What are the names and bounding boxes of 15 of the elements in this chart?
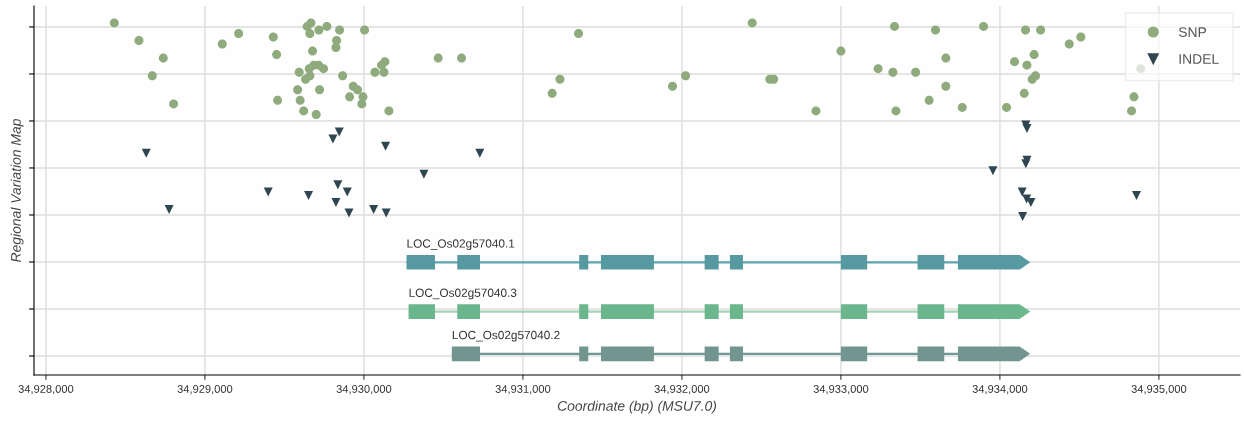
series-label: LOC_Os02g57040.3 [409, 288, 517, 300]
legend-label: SNP [1178, 27, 1207, 38]
y-axis-title: Regional Variation Map [10, 119, 24, 262]
x-axis-title: Coordinate (bp) (MSU7.0) [557, 400, 717, 414]
x-tick-label: 34,931,000 [495, 385, 551, 395]
x-tick-label: 34,932,000 [654, 385, 710, 395]
x-tick-label: 34,934,000 [972, 385, 1028, 395]
x-tick-label: 34,935,000 [1131, 385, 1187, 395]
x-tick-label: 34,928,000 [18, 385, 74, 395]
x-tick-label: 34,933,000 [813, 385, 869, 395]
x-tick-label: 34,930,000 [336, 385, 392, 395]
x-tick-label: 34,929,000 [177, 385, 233, 395]
series-label: LOC_Os02g57040.1 [407, 239, 515, 250]
series-label: LOC_Os02g57040.2 [452, 330, 560, 342]
legend-label: INDEL [1179, 54, 1219, 64]
